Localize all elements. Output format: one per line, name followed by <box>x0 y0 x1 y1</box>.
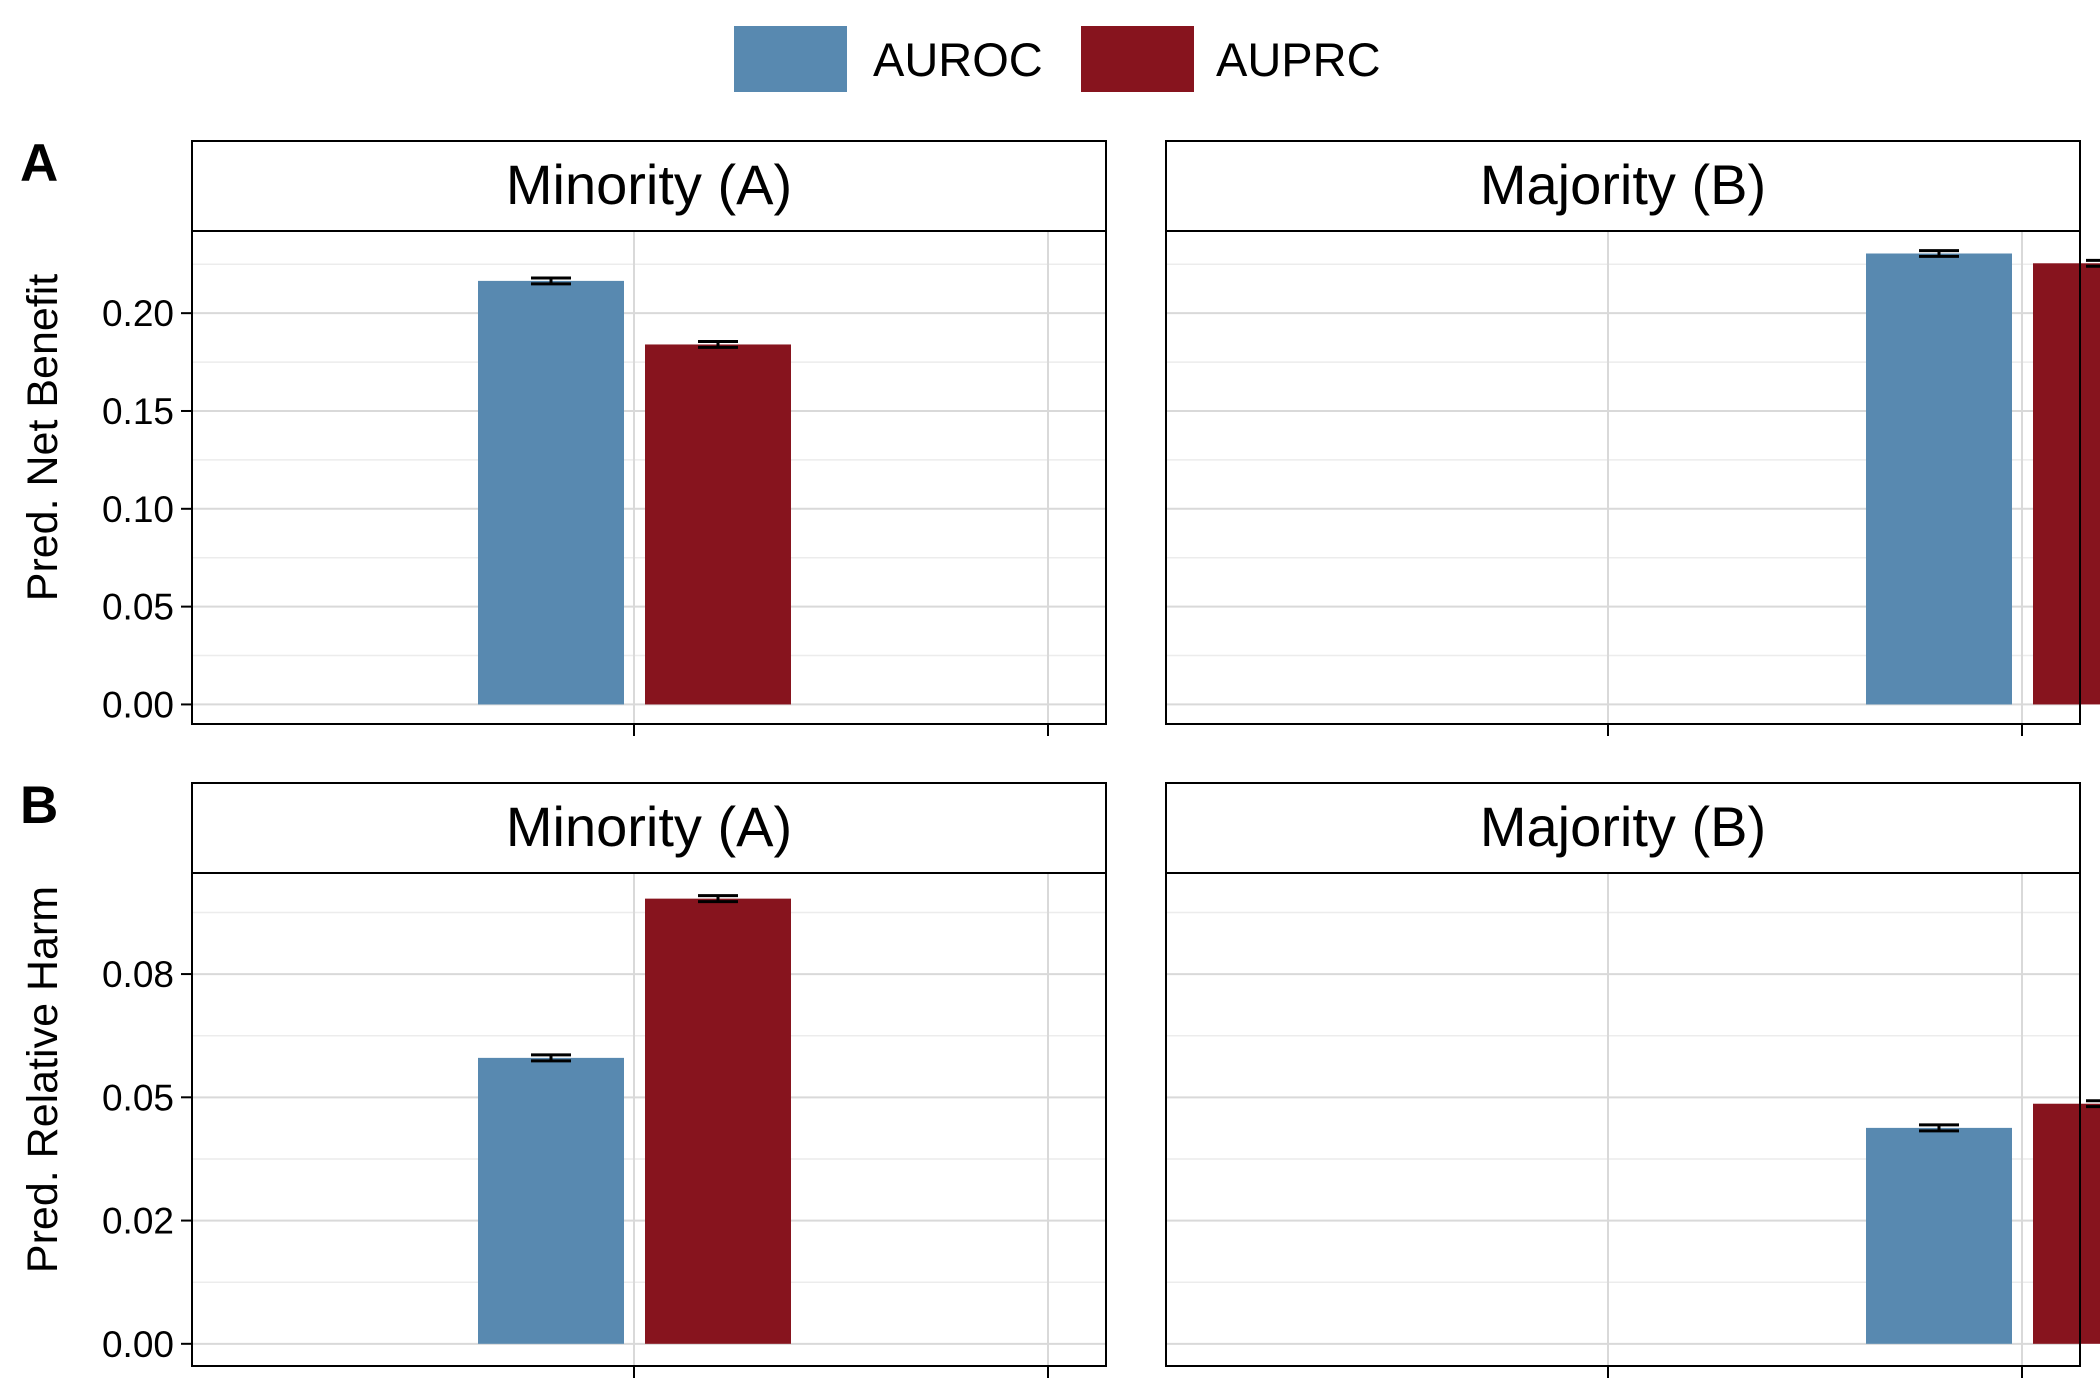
y-tick-label: 0.05 <box>102 1077 174 1118</box>
panel-letter: A <box>20 134 58 193</box>
error-bar-auroc <box>1919 1123 1959 1133</box>
y-axis-label: Pred. Relative Harm <box>19 886 67 1273</box>
facet-row-b: B Pred. Relative Harm Minority (A) 0.00 0.02… <box>19 776 2100 1378</box>
strip-label: Majority (B) <box>1480 795 1766 858</box>
panel-border <box>191 230 1107 725</box>
error-bar-auroc <box>531 1053 571 1063</box>
error-bar-auprc <box>2086 1099 2100 1109</box>
error-bar-auprc <box>698 894 738 904</box>
y-tick-label: 0.15 <box>102 391 174 432</box>
bar-auprc <box>2033 1103 2100 1344</box>
bar-auprc <box>645 898 791 1344</box>
facet-panel-left-a: Minority (A) 0.00 0.05 0.10 0.15 0.20 <box>102 140 1107 736</box>
facet-panel-right-a: Majority (B) <box>1165 140 2100 736</box>
bar-auroc <box>1866 1127 2012 1344</box>
y-tick-label: 0.20 <box>102 293 174 334</box>
legend: AUROC AUPRC <box>734 26 1381 92</box>
bar-auroc <box>478 1057 624 1344</box>
strip-label: Majority (B) <box>1480 153 1766 216</box>
facet-panel-left-b: Minority (A) 0.00 0.02 0.05 0.08 <box>102 782 1107 1378</box>
facet-panel-right-b: Majority (B) <box>1165 782 2100 1378</box>
y-tick-label: 0.00 <box>102 684 174 725</box>
strip-label: Minority (A) <box>506 153 792 216</box>
legend-swatch-auprc <box>1081 26 1194 92</box>
panel-letter: B <box>20 776 58 835</box>
bar-auroc <box>478 280 624 705</box>
y-tick-label: 0.00 <box>102 1324 174 1365</box>
y-axis-label: Pred. Net Benefit <box>19 274 67 602</box>
legend-swatch-auroc <box>734 26 847 92</box>
facet-row-a: A Pred. Net Benefit Minority (A) 0.00 0.05 0.… <box>19 134 2100 736</box>
panel-border <box>191 872 1107 1367</box>
bar-auprc <box>2033 263 2100 705</box>
legend-label-auprc: AUPRC <box>1216 33 1381 86</box>
strip-box <box>191 140 1107 232</box>
strip-label: Minority (A) <box>506 795 792 858</box>
bar-auprc <box>645 344 791 705</box>
y-tick-label: 0.10 <box>102 489 174 530</box>
y-tick-label: 0.02 <box>102 1201 174 1242</box>
legend-label-auroc: AUROC <box>873 33 1043 86</box>
panel-border <box>1165 230 2081 725</box>
bar-auroc <box>1866 253 2012 705</box>
error-bar-auprc <box>698 340 738 349</box>
panel-border <box>1165 872 2081 1367</box>
error-bar-auroc <box>531 276 571 286</box>
y-tick-label: 0.08 <box>102 954 174 995</box>
error-bar-auroc <box>1919 249 1959 258</box>
error-bar-auprc <box>2086 258 2100 268</box>
y-tick-label: 0.05 <box>102 587 174 628</box>
